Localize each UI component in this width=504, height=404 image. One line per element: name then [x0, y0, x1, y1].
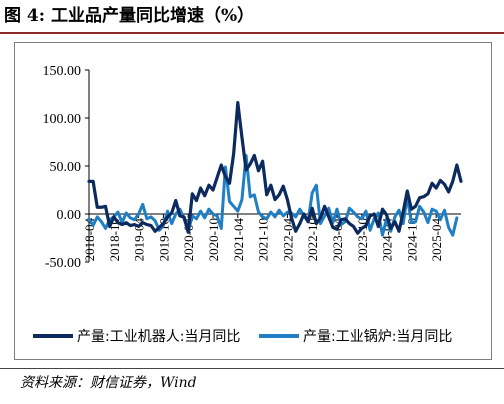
figure-title: 图 4: 工业品产量同比增速（%） [4, 6, 255, 26]
x-tick-label: 2018-10 [107, 218, 122, 261]
x-tick-label: 2023-10 [355, 218, 370, 261]
y-tick-label: 100.00 [43, 112, 82, 127]
x-tick-label: 2020-10 [206, 218, 221, 261]
series-line-boilers [87, 153, 459, 237]
y-tick-label: 50.00 [50, 160, 82, 175]
x-tick-label: 2020-04 [181, 218, 196, 262]
y-tick-label: 0.00 [57, 208, 82, 223]
chart-legend: 产量:工业机器人:当月同比 产量:工业锅炉:当月同比 [33, 329, 452, 345]
legend-item-boilers: 产量:工业锅炉:当月同比 [259, 329, 452, 345]
x-tick-label: 2021-10 [256, 218, 271, 261]
legend-item-robots: 产量:工业机器人:当月同比 [33, 329, 240, 345]
source-rule [0, 368, 504, 369]
title-rule [0, 32, 504, 34]
legend-label: 产量:工业锅炉:当月同比 [303, 329, 452, 345]
y-tick-label: 150.00 [43, 64, 82, 79]
x-tick-label: 2022-04 [280, 218, 295, 262]
legend-label: 产量:工业机器人:当月同比 [77, 329, 240, 345]
x-tick-label: 2022-10 [305, 218, 320, 261]
x-tick-label: 2019-04 [132, 218, 147, 262]
x-tick-label: 2025-04 [429, 218, 444, 262]
x-tick-label: 2021-04 [231, 218, 246, 262]
chart-series [87, 101, 463, 237]
y-tick-label: -50.00 [45, 256, 81, 271]
x-tick-label: 2024-10 [404, 218, 419, 261]
series-line-robots [87, 101, 463, 235]
chart-frame: 150.00 100.00 50.00 0.00 -50.00 2018-04 2018-1… [14, 42, 492, 360]
x-tick-label: 2018-04 [82, 218, 97, 262]
source-note: 资料来源：财信证券，Wind [20, 375, 197, 391]
